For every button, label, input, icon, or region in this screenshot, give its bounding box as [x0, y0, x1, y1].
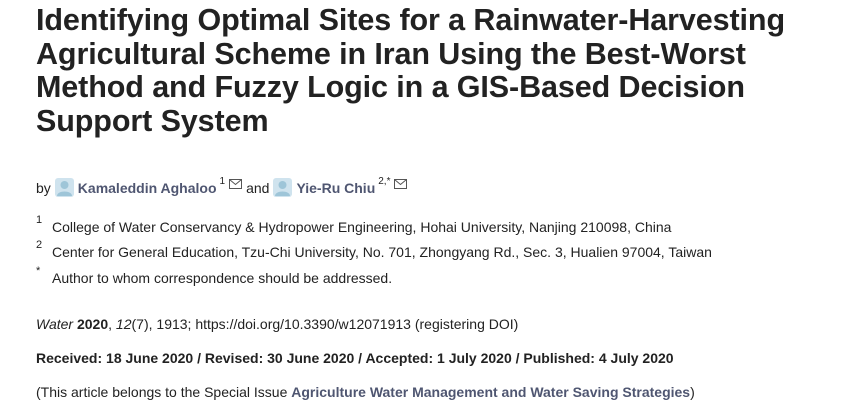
- author-link-2[interactable]: Yie-Ru Chiu: [296, 179, 376, 196]
- user-avatar-icon[interactable]: [273, 178, 293, 197]
- citation: Water 2020, 12(7), 1913; https://doi.org…: [36, 316, 519, 332]
- special-issue-link[interactable]: Agriculture Water Management and Water S…: [291, 384, 691, 400]
- special-issue-prefix: (This article belongs to the Special Iss…: [36, 384, 292, 400]
- author-affil-sup-1: 1: [219, 176, 226, 187]
- envelope-icon[interactable]: [229, 178, 243, 189]
- citation-issue: (7): [131, 316, 149, 332]
- by-label: by: [36, 179, 51, 196]
- citation-volume: 12: [115, 316, 132, 332]
- article-title: Identifying Optimal Sites for a Rainwate…: [36, 3, 785, 138]
- affiliation-1: 1 College of Water Conservancy & Hydropo…: [36, 214, 672, 235]
- citation-year: 2020: [76, 316, 109, 332]
- publication-dates: Received: 18 June 2020 / Revised: 30 Jun…: [36, 350, 674, 366]
- affiliation-correspondence: * Author to whom correspondence should b…: [36, 265, 393, 286]
- affiliation-2: 2 Center for General Education, Tzu-Chi …: [36, 239, 712, 260]
- envelope-icon[interactable]: [394, 178, 408, 189]
- affiliation-text: College of Water Conservancy & Hydropowe…: [52, 219, 672, 235]
- affiliation-number: 2: [36, 239, 43, 251]
- user-avatar-icon[interactable]: [54, 178, 74, 197]
- affiliation-text: Center for General Education, Tzu-Chi Un…: [52, 244, 712, 260]
- affiliation-number: 1: [36, 214, 43, 226]
- affiliation-number: *: [36, 265, 41, 277]
- special-issue-note: (This article belongs to the Special Iss…: [36, 384, 695, 400]
- citation-doi: , 1913; https://doi.org/10.3390/w1207191…: [148, 316, 519, 332]
- and-label: and: [246, 179, 270, 196]
- journal-name: Water: [36, 316, 74, 332]
- special-issue-suffix: ): [690, 384, 695, 400]
- author-affil-sup-2: 2,*: [378, 176, 391, 187]
- author-list: by Kamaleddin Aghaloo 1 and Yie-Ru Chiu …: [36, 176, 408, 197]
- affiliation-text: Author to whom correspondence should be …: [52, 270, 393, 286]
- author-link-1[interactable]: Kamaleddin Aghaloo: [77, 179, 217, 196]
